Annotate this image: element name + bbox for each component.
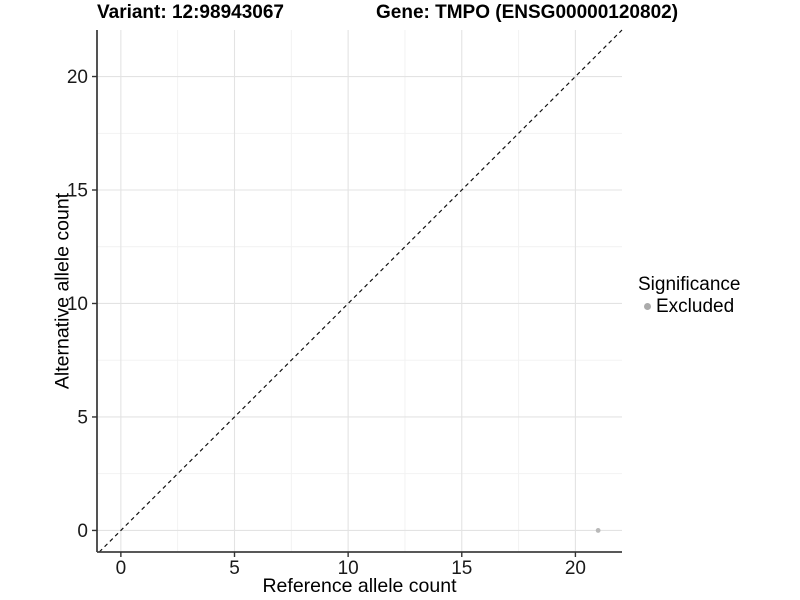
- x-tick-label: 5: [229, 558, 240, 579]
- x-tick-label: 10: [338, 558, 359, 579]
- y-tick-label: 15: [67, 181, 88, 202]
- data-point: [595, 528, 601, 533]
- variant-title: Variant: 12:98943067: [97, 2, 284, 23]
- x-tick-label: 20: [565, 558, 586, 579]
- legend-item: Excluded: [638, 296, 740, 317]
- legend-title: Significance: [638, 274, 741, 295]
- x-tick-label: 0: [116, 558, 127, 579]
- x-tick-label: 15: [451, 558, 472, 579]
- legend: Significance Excluded: [638, 274, 740, 317]
- y-tick-label: 0: [77, 521, 88, 542]
- legend-point-icon: [644, 303, 651, 310]
- legend-item-label: Excluded: [656, 295, 735, 317]
- identity-line: [98, 29, 623, 553]
- y-tick-label: 20: [67, 67, 88, 88]
- y-tick-label: 10: [67, 294, 88, 315]
- y-tick-label: 5: [77, 407, 88, 428]
- y-axis-label: Alternative allele count: [51, 192, 74, 390]
- x-axis-label: Reference allele count: [262, 575, 457, 597]
- gene-title: Gene: TMPO (ENSG00000120802): [376, 2, 679, 23]
